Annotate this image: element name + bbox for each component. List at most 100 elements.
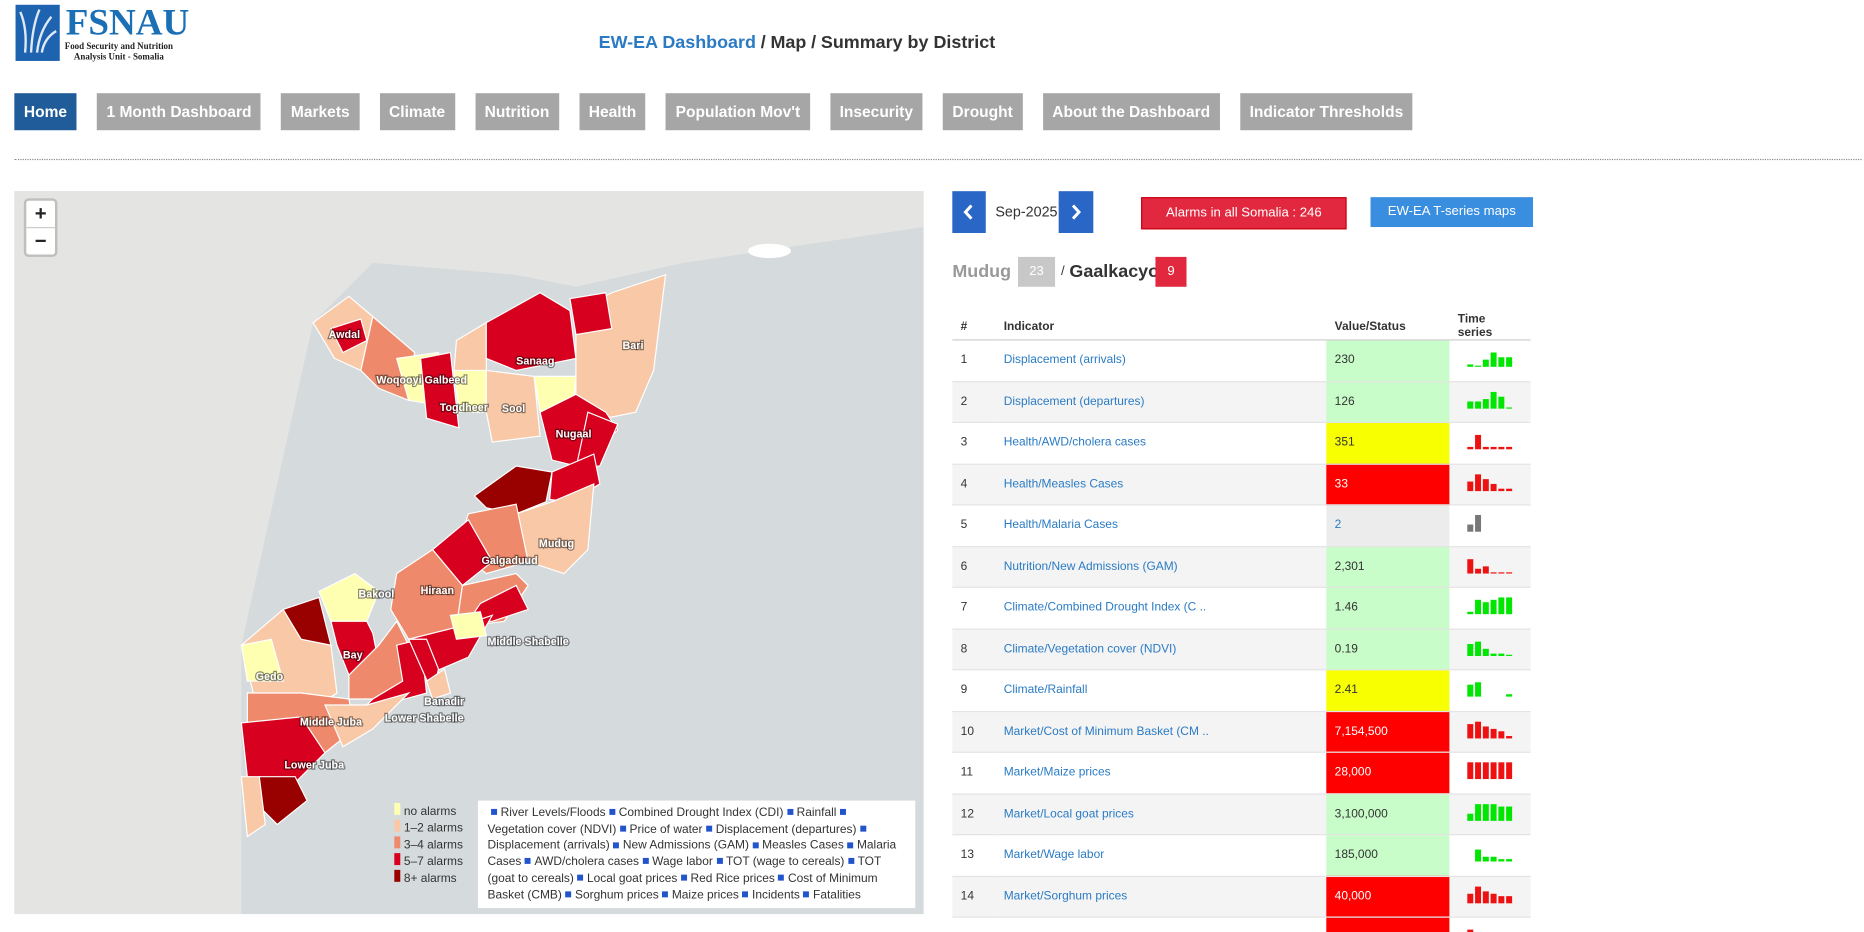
spark-bar <box>1475 641 1482 656</box>
prev-month[interactable] <box>952 191 986 234</box>
spark-bar <box>1475 365 1482 368</box>
indicator-link[interactable]: Market/Wage labor <box>995 834 1327 877</box>
region-label: Sanaag <box>516 355 554 367</box>
zoom-in[interactable]: + <box>26 201 55 229</box>
indicator-link[interactable]: Health/AWD/cholera cases <box>995 422 1327 465</box>
district[interactable] <box>324 691 411 748</box>
spark-bar <box>1475 474 1482 491</box>
row-number: 15 <box>952 917 996 932</box>
district[interactable] <box>569 292 613 336</box>
time-series <box>1449 710 1531 753</box>
indicator-link[interactable]: Climate/Vegetation cover (NDVI) <box>995 628 1327 671</box>
tseries-button[interactable]: EW-EA T-series maps <box>1370 197 1534 228</box>
spark-bar <box>1498 653 1505 656</box>
indicator-link[interactable]: Market/Cost of Minimum Basket (CM .. <box>995 710 1327 753</box>
region-label: Gedo <box>256 671 284 683</box>
nav-button[interactable]: Indicator Thresholds <box>1240 93 1413 131</box>
district[interactable] <box>330 318 368 354</box>
legend-label: 3–4 alarms <box>403 838 463 852</box>
spark-bar <box>1506 859 1513 862</box>
land <box>14 191 373 915</box>
spark-bar <box>1490 803 1497 821</box>
spark-bar <box>1475 721 1482 739</box>
spark-bar <box>1467 524 1474 533</box>
next-month[interactable] <box>1058 191 1094 234</box>
value-status: 126 <box>1326 381 1450 423</box>
legend-swatch <box>394 869 401 882</box>
district[interactable] <box>449 611 488 640</box>
spark-bar <box>1490 483 1497 491</box>
indicator-link[interactable]: Market/Red Rice prices <box>995 917 1327 932</box>
legend-marker <box>662 891 669 898</box>
sparkline <box>1467 803 1513 821</box>
indicator-legend-item: TOT (wage to cereals) <box>725 855 845 869</box>
spark-bar <box>1498 488 1505 491</box>
legend-marker <box>752 842 759 849</box>
spark-bar <box>1475 515 1482 533</box>
column-header: # <box>952 313 996 341</box>
nav-button[interactable]: Population Mov't <box>666 93 810 131</box>
indicator-link[interactable]: Health/Malaria Cases <box>995 504 1327 547</box>
indicator-link[interactable]: Market/Sorghum prices <box>995 875 1327 918</box>
legend-marker <box>787 809 793 816</box>
land <box>325 191 924 287</box>
nav-button[interactable]: Home <box>14 93 77 131</box>
indicator-legend-item: Cost of Minimum Basket (CMB) <box>487 872 878 902</box>
indicator-link[interactable]: Market/Local goat prices <box>995 793 1327 836</box>
district[interactable] <box>473 465 553 515</box>
alarms-button[interactable]: Alarms in all Somalia : 246 <box>1141 197 1347 230</box>
time-series <box>1449 381 1531 423</box>
spark-bar <box>1498 762 1505 780</box>
sparkline <box>1475 849 1513 862</box>
nav-button[interactable]: Insecurity <box>830 93 923 131</box>
spark-bar <box>1467 723 1474 739</box>
district[interactable] <box>240 776 266 838</box>
indicator-link[interactable]: Climate/Rainfall <box>995 669 1327 712</box>
nav-button[interactable]: Drought <box>942 93 1023 131</box>
nav-button[interactable]: About the Dashboard <box>1042 93 1220 131</box>
district[interactable] <box>318 572 380 622</box>
region-label: Banadir <box>424 696 465 708</box>
district[interactable] <box>419 351 460 429</box>
nav-button[interactable]: 1 Month Dashboard <box>96 93 262 131</box>
nav-button[interactable]: Climate <box>379 93 455 131</box>
time-series <box>1449 339 1531 382</box>
indicator-legend-item: Malaria Cases <box>487 839 897 869</box>
map[interactable]: Awdal Woqooyi Galbeed Togdheer Sanaag Bari So… <box>14 191 924 915</box>
sparkline <box>1467 721 1513 739</box>
sparkline <box>1467 435 1513 450</box>
district[interactable] <box>485 369 541 443</box>
nav-button[interactable]: Markets <box>281 93 360 131</box>
district[interactable] <box>240 638 284 682</box>
indicator-link[interactable]: Nutrition/New Admissions (GAM) <box>995 546 1327 588</box>
district[interactable] <box>258 776 308 826</box>
district[interactable] <box>240 716 326 784</box>
sparkline <box>1467 515 1482 533</box>
indicator-link[interactable]: Health/Measles Cases <box>995 463 1327 506</box>
table-row: 2 Displacement (departures) 126 <box>952 381 1531 423</box>
indicator-link[interactable]: Market/Maize prices <box>995 752 1327 794</box>
value-status: 185,000 <box>1326 834 1450 877</box>
time-series <box>1449 463 1531 506</box>
indicator-link[interactable]: Displacement (arrivals) <box>995 339 1327 382</box>
value-status: 3,100,000 <box>1326 793 1450 836</box>
nav-button[interactable]: Nutrition <box>475 93 559 131</box>
breadcrumb-link[interactable]: EW-EA Dashboard <box>598 32 756 53</box>
alarm-legend-item: 3–4 alarms <box>394 836 463 853</box>
district[interactable] <box>453 321 487 372</box>
indicator-legend-item: Displacement (departures) <box>715 822 857 837</box>
district[interactable] <box>425 668 452 700</box>
indicator-link[interactable]: Displacement (departures) <box>995 381 1327 423</box>
nav-button[interactable]: Health <box>579 93 646 131</box>
district[interactable] <box>282 596 332 647</box>
legend-marker <box>803 891 810 898</box>
spark-bar <box>1482 566 1489 574</box>
spark-bar <box>1482 478 1489 491</box>
spark-bar <box>1490 352 1497 368</box>
spark-bar <box>1467 447 1474 450</box>
district[interactable] <box>575 411 619 470</box>
zoom-out[interactable]: − <box>34 229 47 253</box>
indicator-table: # Indicator Value/Status Time series 1 Displ… <box>952 313 1531 932</box>
indicator-link[interactable]: Climate/Combined Drought Index (C .. <box>995 587 1327 630</box>
